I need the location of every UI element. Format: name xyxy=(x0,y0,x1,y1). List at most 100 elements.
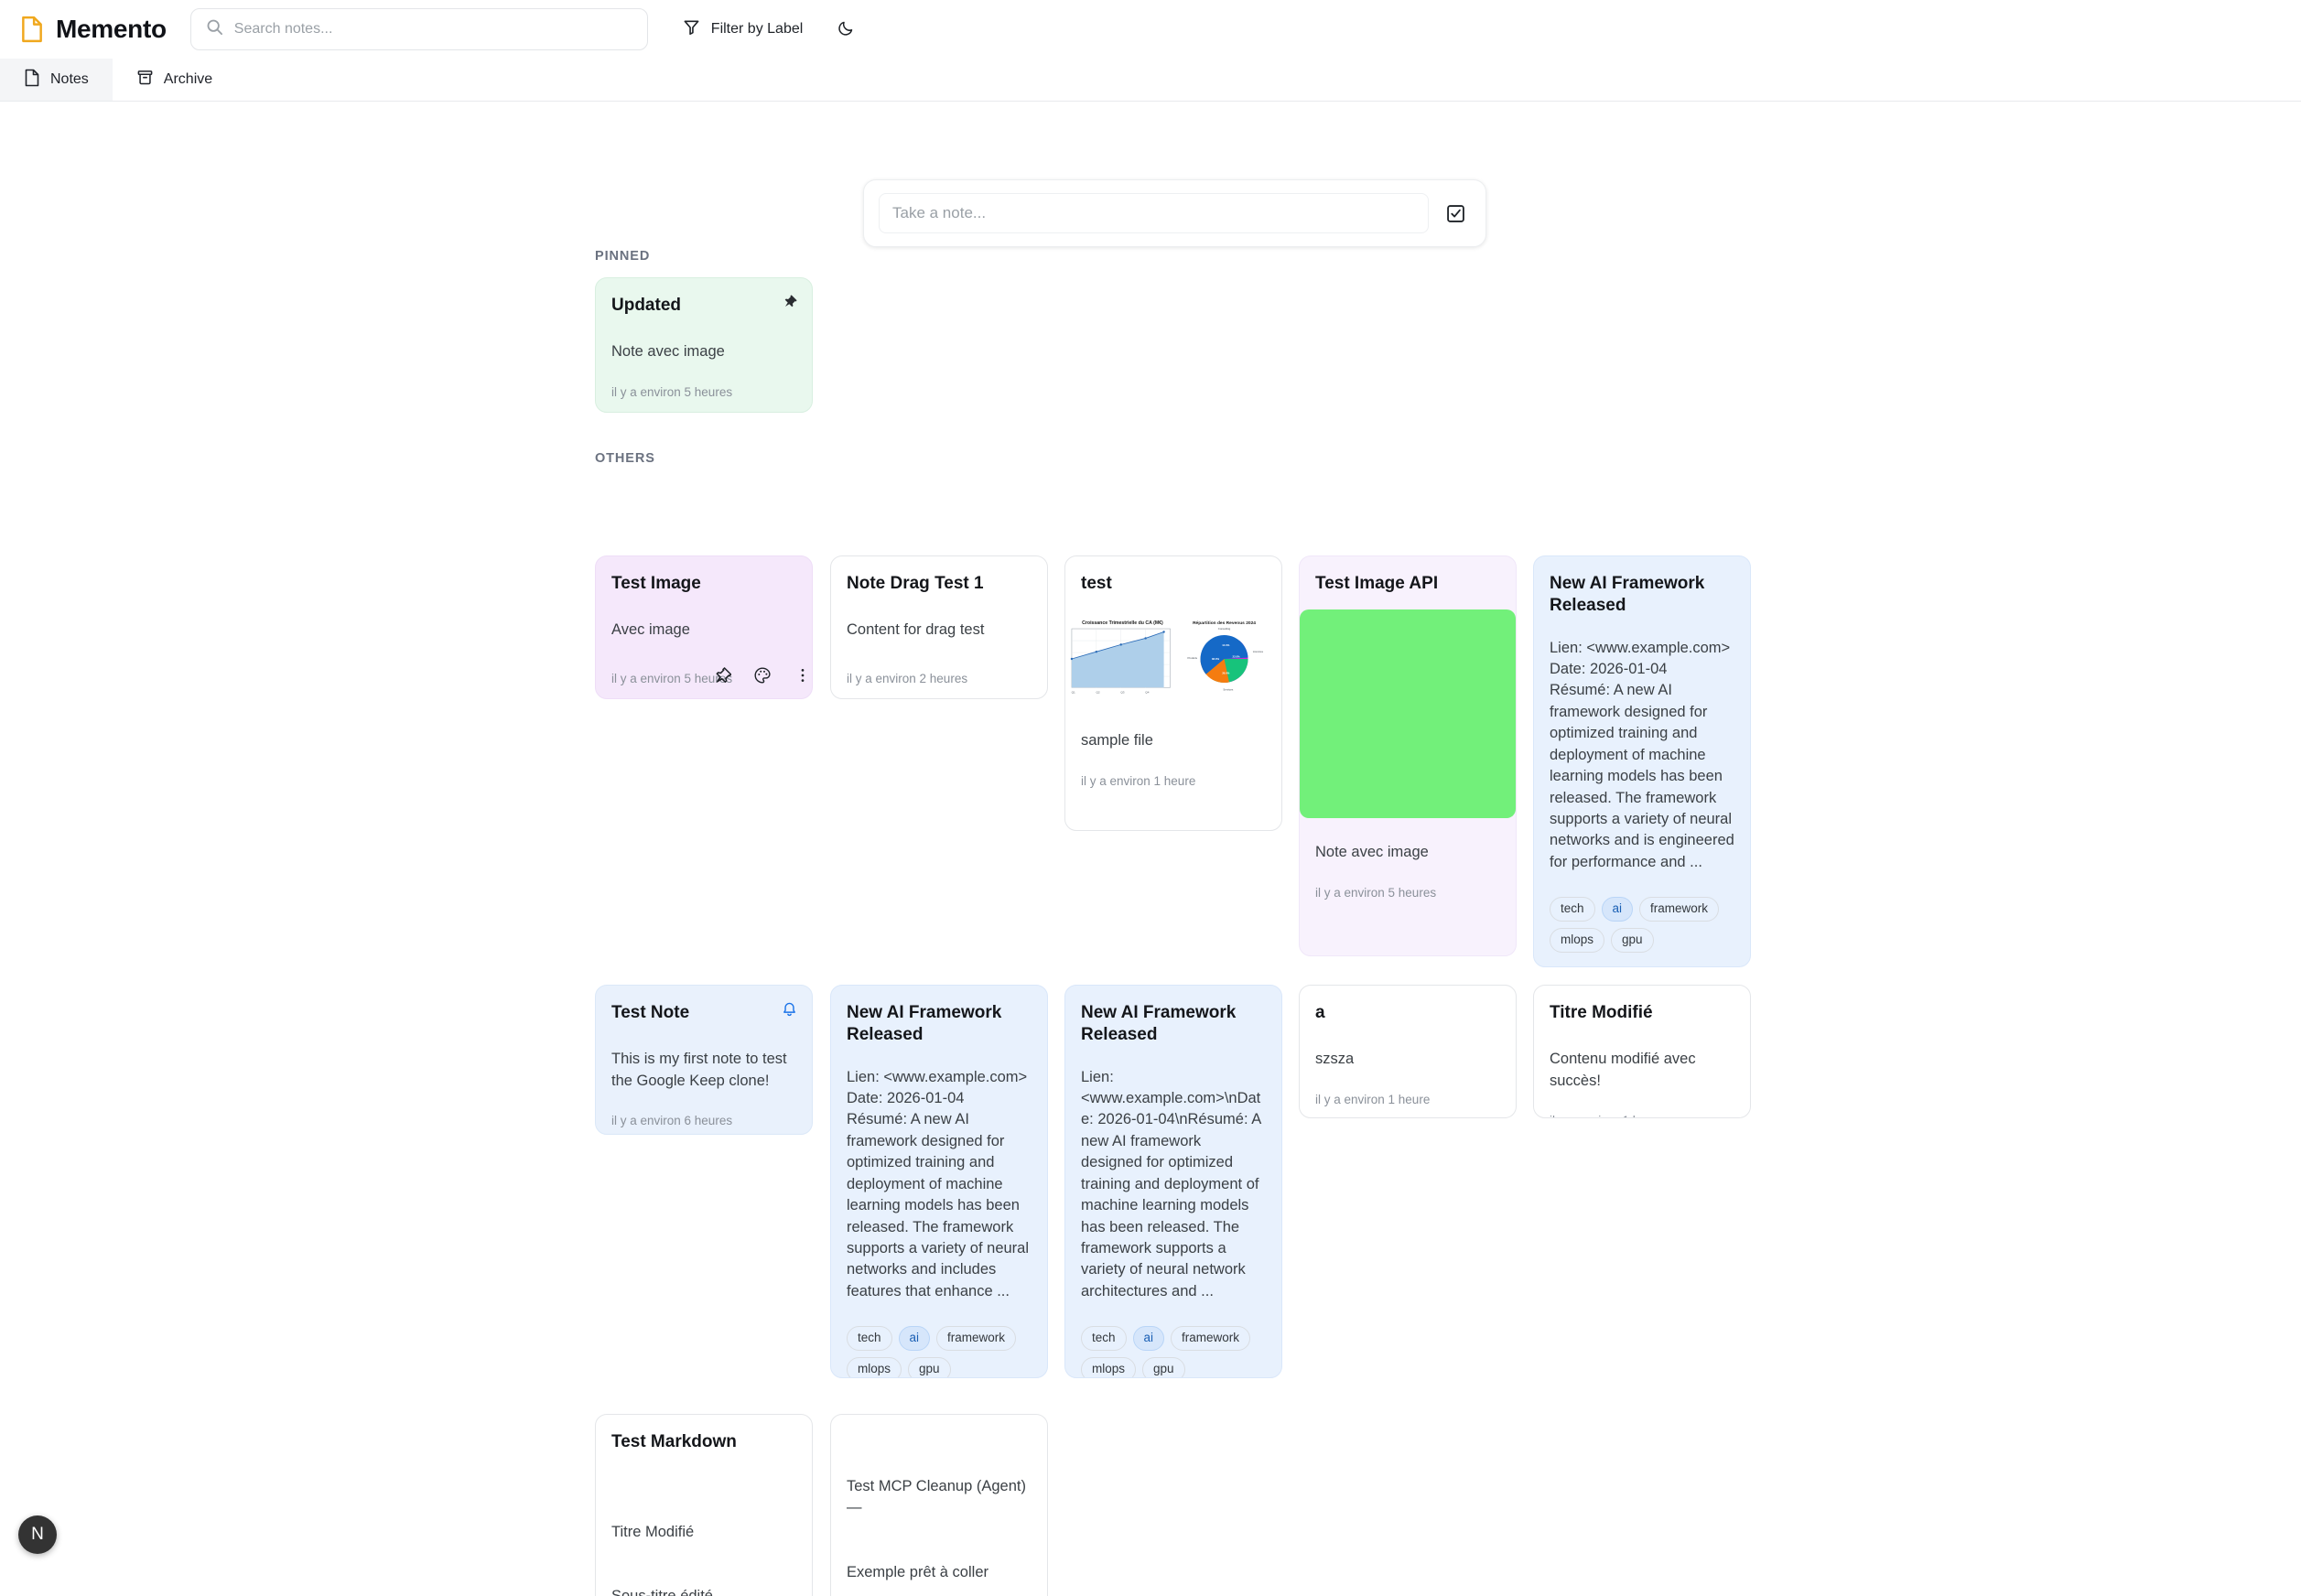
note-timestamp: il y a environ 1 heure xyxy=(1550,1114,1734,1117)
note-card-a[interactable]: a szsza il y a environ 1 heure xyxy=(1299,985,1517,1118)
palette-icon[interactable] xyxy=(753,666,773,686)
section-label-others: OTHERS xyxy=(595,451,655,466)
md-line: Sous-titre édité xyxy=(611,1586,796,1596)
tag-chip[interactable]: tech xyxy=(847,1326,892,1352)
svg-text:14.0%: 14.0% xyxy=(1222,643,1230,647)
tag-chip[interactable]: framework xyxy=(1171,1326,1251,1352)
brand: Memento xyxy=(20,15,167,44)
more-vertical-icon[interactable] xyxy=(794,666,812,686)
note-title: Updated xyxy=(611,296,681,315)
tag-chip[interactable]: ai xyxy=(1601,897,1634,922)
search-placeholder: Search notes... xyxy=(233,21,333,37)
search-icon xyxy=(206,18,223,40)
tag-chip[interactable]: gpu xyxy=(908,1357,951,1377)
note-tags: tech ai framework mlops gpu xyxy=(1081,1326,1266,1377)
note-body: szsza xyxy=(1315,1051,1355,1068)
note-body: Content for drag test xyxy=(847,621,985,639)
tag-chip[interactable]: tech xyxy=(1550,897,1595,922)
tag-chip[interactable]: framework xyxy=(936,1326,1017,1352)
note-body: Test MCP Cleanup (Agent) — Exemple prêt … xyxy=(847,1433,1032,1596)
note-card-note-drag-test-1[interactable]: Note Drag Test 1 Content for drag test i… xyxy=(830,555,1048,699)
checklist-icon[interactable] xyxy=(1440,198,1471,229)
pin-icon[interactable] xyxy=(713,666,733,686)
note-card-ai-framework-1[interactable]: New AI Framework Released Lien: <www.exa… xyxy=(1533,555,1751,967)
mcp-line-1: Test MCP Cleanup (Agent) — xyxy=(847,1477,1031,1516)
svg-text:Licences: Licences xyxy=(1253,650,1264,653)
svg-text:Consulting: Consulting xyxy=(1218,627,1231,631)
note-card-test-image-api[interactable]: Test Image API Note avec image il y a en… xyxy=(1299,555,1517,956)
note-card-ai-framework-3[interactable]: New AI Framework Released Lien: <www.exa… xyxy=(1064,985,1282,1378)
note-card-test-chart[interactable]: test Croissance Trimestrielle du CA (M€) xyxy=(1064,555,1282,831)
tag-chip[interactable]: mlops xyxy=(1081,1357,1137,1377)
theme-toggle-button[interactable] xyxy=(828,12,863,47)
tag-chip[interactable]: mlops xyxy=(847,1357,902,1377)
svg-text:Q2: Q2 xyxy=(1096,691,1099,695)
search-input[interactable]: Search notes... xyxy=(189,8,648,50)
header-actions: Filter by Label xyxy=(672,11,864,48)
note-icon xyxy=(24,69,40,92)
note-body: Note avec image xyxy=(611,343,725,361)
note-timestamp: il y a environ 5 heures xyxy=(611,672,733,685)
note-card-pinned-updated[interactable]: Updated Note avec image il y a environ 5… xyxy=(595,277,813,413)
note-card-titre-modifie[interactable]: Titre Modifié Contenu modifié avec succè… xyxy=(1533,985,1751,1118)
memento-logo-icon xyxy=(20,16,44,43)
tag-chip[interactable]: ai xyxy=(1132,1326,1165,1352)
note-title: test xyxy=(1081,574,1112,593)
note-title: Test Markdown xyxy=(611,1432,737,1451)
note-timestamp: il y a environ 2 heures xyxy=(847,672,968,685)
note-timestamp: il y a environ 5 heures xyxy=(1315,885,1437,900)
note-title: Note Drag Test 1 xyxy=(847,574,984,593)
tag-chip[interactable]: ai xyxy=(898,1326,931,1352)
svg-text:Répartition des Revenus 2024: Répartition des Revenus 2024 xyxy=(1193,620,1256,626)
svg-text:Q4: Q4 xyxy=(1145,691,1149,695)
filter-icon xyxy=(683,18,700,40)
svg-text:Services: Services xyxy=(1223,688,1234,692)
svg-text:38.0%: 38.0% xyxy=(1212,657,1220,661)
note-card-test-image[interactable]: Test Image Avec image il y a environ 5 h… xyxy=(595,555,813,699)
tag-chip[interactable]: gpu xyxy=(1611,928,1654,954)
note-timestamp: il y a environ 5 heures xyxy=(611,385,733,399)
note-title: New AI Framework Released xyxy=(847,1003,1002,1045)
archive-icon xyxy=(136,69,154,91)
pin-icon[interactable] xyxy=(779,291,799,311)
svg-text:22.0%: 22.0% xyxy=(1232,655,1240,659)
note-title: a xyxy=(1315,1003,1325,1022)
note-card-test-markdown[interactable]: Test Markdown Titre Modifié Sous-titre é… xyxy=(595,1414,813,1596)
svg-text:Q3: Q3 xyxy=(1120,691,1124,695)
tag-chip[interactable]: mlops xyxy=(1550,928,1605,954)
note-body: Note avec image xyxy=(1315,844,1429,861)
note-title: Titre Modifié xyxy=(1550,1003,1653,1022)
note-body: Contenu modifié avec succès! xyxy=(1550,1051,1701,1089)
svg-text:Produits: Produits xyxy=(1188,656,1198,660)
note-card-test-mcp-cleanup[interactable]: Test MCP Cleanup (Agent) — Exemple prêt … xyxy=(830,1414,1048,1596)
note-composer[interactable]: Take a note... xyxy=(863,179,1486,247)
tab-archive[interactable]: Archive xyxy=(113,59,236,101)
note-markdown-body: Titre Modifié Sous-titre édité Liste mod… xyxy=(611,1479,796,1596)
note-green-image xyxy=(1300,609,1516,819)
note-timestamp: il y a environ 1 heure xyxy=(1550,953,1734,966)
tag-chip[interactable]: tech xyxy=(1081,1326,1127,1352)
note-hover-toolbar xyxy=(713,666,812,686)
note-body: sample file xyxy=(1081,732,1153,749)
svg-text:26.0%: 26.0% xyxy=(1222,672,1230,675)
take-a-note-input[interactable]: Take a note... xyxy=(879,193,1429,233)
bell-icon[interactable] xyxy=(779,998,799,1019)
md-line: Titre Modifié xyxy=(611,1524,695,1541)
note-timestamp: il y a environ 1 heure xyxy=(1081,773,1196,788)
note-title: New AI Framework Released xyxy=(1081,1003,1237,1045)
note-chart-image: Croissance Trimestrielle du CA (M€) xyxy=(1065,608,1281,710)
filter-by-label-button[interactable]: Filter by Label xyxy=(672,11,815,48)
tag-chip[interactable]: gpu xyxy=(1142,1357,1185,1377)
mcp-line-2: Exemple prêt à coller xyxy=(847,1563,988,1580)
note-card-ai-framework-2[interactable]: New AI Framework Released Lien: <www.exa… xyxy=(830,985,1048,1378)
svg-text:Croissance Trimestrielle du CA: Croissance Trimestrielle du CA (M€) xyxy=(1082,620,1163,626)
note-title: New AI Framework Released xyxy=(1550,574,1705,616)
note-title: Test Image API xyxy=(1315,574,1439,593)
tab-notes[interactable]: Notes xyxy=(0,59,113,101)
tab-archive-label: Archive xyxy=(163,71,213,87)
note-body: Lien: <www.example.com>\nDate: 2026-01-0… xyxy=(1081,1068,1265,1299)
note-card-test-note[interactable]: Test Note This is my first note to test … xyxy=(595,985,813,1135)
user-avatar-badge[interactable]: N xyxy=(18,1515,57,1554)
note-timestamp: il y a environ 6 heures xyxy=(611,1114,733,1128)
tag-chip[interactable]: framework xyxy=(1639,897,1720,922)
